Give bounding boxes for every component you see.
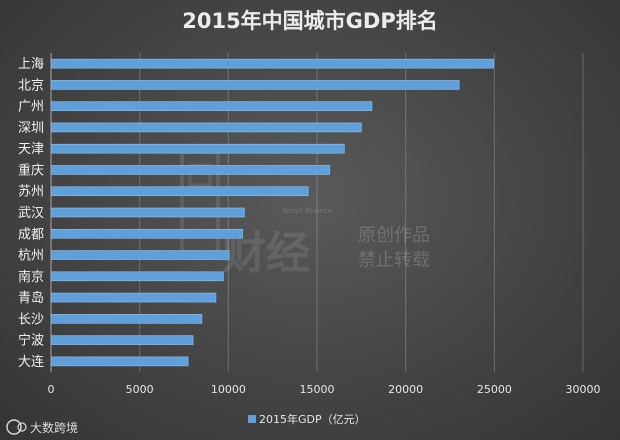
category-label: 苏州 [18,184,44,200]
category-label: 杭州 [18,249,44,264]
bar [50,165,331,175]
category-label: 北京 [18,78,44,93]
watermark-brand-en: Smart Finance [282,207,332,215]
category-label: 成都 [18,227,44,242]
category-label: 广州 [18,100,44,115]
category-label: 长沙 [18,312,44,327]
bar [50,122,362,133]
legend-swatch [248,415,256,423]
category-label: 大连 [18,354,44,370]
footer-logo-text: 大数跨境 [30,420,78,435]
x-tick-label: 5000 [126,383,154,396]
category-label: 宁波 [18,333,44,349]
category-label: 武汉 [18,206,44,221]
x-tick-label: 10000 [211,383,246,396]
x-tick-label: 15000 [300,383,335,396]
category-label: 天津 [18,142,44,157]
watermark-line1: 原创作品 [358,225,430,246]
chart-title: 2015年中国城市GDP排名 [182,9,438,33]
legend-label: 2015年GDP（亿元） [259,412,366,426]
x-axis-ticks: 0 5000 10000 15000 20000 25000 30000 [48,383,601,396]
bar [50,292,217,303]
category-label: 青岛 [18,290,44,306]
bar [50,271,224,282]
x-tick-label: 20000 [388,383,423,396]
category-label: 南京 [18,269,44,285]
bars [50,58,495,367]
bar [50,335,194,345]
category-label: 重庆 [18,162,44,178]
footer-logo-icon [6,419,22,435]
watermark-logo-inner [188,163,212,187]
bar [50,228,243,239]
bar [50,101,373,111]
bar [50,58,495,69]
bar [50,207,245,218]
bar [50,314,203,324]
bar [50,186,309,197]
category-label: 深圳 [18,121,44,136]
category-label: 上海 [18,57,44,72]
x-tick-label: 25000 [477,383,512,396]
footer-logo-icon-small [17,422,27,432]
x-tick-label: 30000 [566,383,601,396]
watermark-line2: 禁止转载 [358,250,430,271]
bar [50,356,189,367]
legend: 2015年GDP（亿元） [248,412,366,426]
bar [50,250,230,260]
footer-logo: 大数跨境 [6,419,78,435]
bar [50,80,460,90]
bar [50,143,345,154]
x-tick-label: 0 [48,383,55,396]
